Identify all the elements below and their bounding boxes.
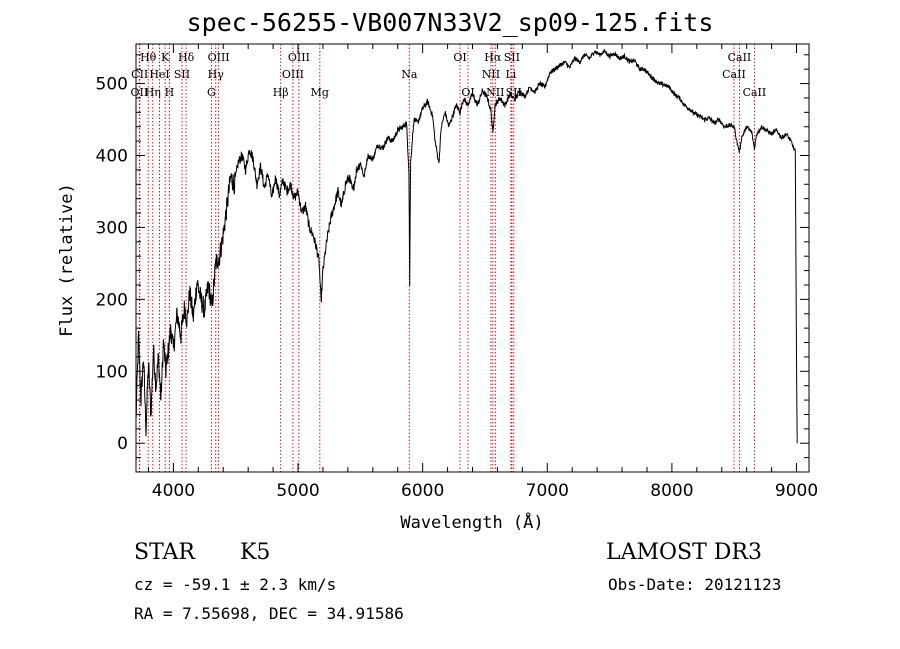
y-tick-label-0: 0 (117, 434, 128, 454)
object-class: STAR (134, 540, 195, 565)
marker-label-14: OIII (282, 68, 304, 81)
marker-label-21: NII (486, 86, 504, 99)
marker-label-0: Hθ (140, 51, 157, 64)
marker-label-9: OIII (208, 51, 230, 64)
y-tick-label-3: 300 (96, 218, 128, 238)
marker-label-20: NII (482, 68, 500, 81)
marker-label-26: CaII (722, 68, 746, 81)
marker-label-6: Hδ (178, 51, 195, 64)
y-tick-label-5: 500 (96, 75, 128, 95)
y-axis-label: Flux (relative) (57, 183, 77, 337)
y-tick-label-1: 100 (96, 362, 128, 382)
survey-name: LAMOST DR3 (606, 540, 762, 565)
y-tick-label-2: 200 (96, 290, 128, 310)
plot-frame (135, 43, 810, 473)
marker-label-4: HeI (149, 68, 169, 81)
marker-label-27: CaII (743, 86, 767, 99)
marker-label-19: Hα (484, 51, 502, 64)
spectrum-line (135, 49, 798, 444)
marker-label-7: SII (174, 68, 190, 81)
marker-label-3: K (161, 51, 170, 64)
obs-date: Obs-Date: 20121123 (608, 575, 782, 594)
line-markers (138, 44, 755, 472)
x-axis-label: Wavelength (Å) (400, 511, 543, 533)
axis-ticks (136, 44, 809, 472)
marker-label-17: OI (453, 51, 466, 64)
marker-label-15: Mg (311, 86, 329, 99)
chart-title: spec-56255-VB007N33V2_sp09-125.fits (186, 8, 714, 37)
redshift-text: cz = -59.1 ± 2.3 km/s (134, 575, 337, 594)
marker-label-2: OII (131, 86, 149, 99)
marker-label-8: H (165, 86, 175, 99)
axis-tick-labels: 4000 5000 6000 7000 8000 9000 0 100 200 300 400 500 (96, 75, 819, 501)
x-tick-label-1: 5000 (276, 481, 319, 501)
marker-label-25: CaII (728, 51, 752, 64)
marker-label-1: CII (131, 68, 148, 81)
marker-label-23: Li (505, 68, 516, 81)
x-tick-label-2: 6000 (401, 481, 444, 501)
x-tick-label-5: 9000 (775, 481, 818, 501)
marker-label-22: SII (504, 51, 520, 64)
x-tick-label-0: 4000 (152, 481, 195, 501)
y-tick-label-4: 400 (96, 146, 128, 166)
object-subclass: K5 (240, 540, 271, 565)
marker-label-11: G (207, 86, 216, 99)
marker-label-12: Hβ (273, 86, 289, 99)
marker-label-13: OIII (288, 51, 310, 64)
marker-label-16: Na (401, 68, 418, 81)
x-tick-label-3: 7000 (526, 481, 569, 501)
coordinates: RA = 7.55698, DEC = 34.91586 (134, 604, 404, 623)
line-marker-labels: Hθ CII OII K HeI Hη Hδ SII H OIII Hγ G Hβ OIII OIII Mg N… (131, 51, 767, 99)
marker-label-10: Hγ (208, 68, 225, 81)
marker-label-18: OI (461, 86, 474, 99)
marker-label-5: Hη (145, 86, 161, 99)
x-tick-label-4: 8000 (650, 481, 693, 501)
